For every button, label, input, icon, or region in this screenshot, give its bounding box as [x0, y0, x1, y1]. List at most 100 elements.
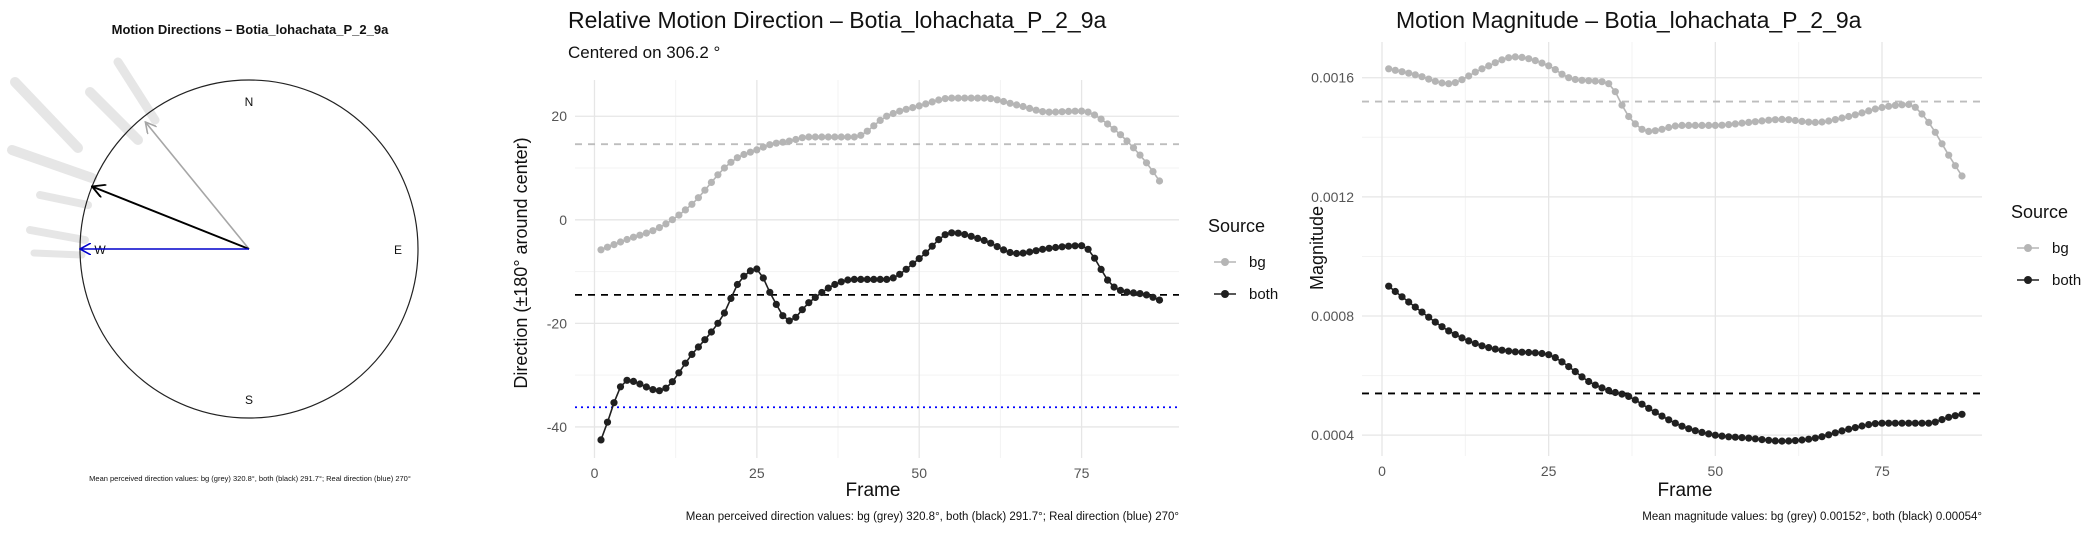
data-point-bg [1598, 78, 1606, 86]
direction-title: Relative Motion Direction – Botia_lohach… [568, 7, 1106, 33]
magnitude-y-label: Magnitude [1307, 206, 1327, 290]
data-point-both [694, 343, 703, 351]
data-point-bg [668, 216, 677, 224]
data-point-bg [1751, 118, 1759, 126]
data-point-both [1097, 265, 1105, 273]
y-tick-label: -40 [547, 419, 567, 435]
data-point-both [1136, 290, 1144, 298]
data-point-both [1918, 419, 1926, 427]
data-point-bg [792, 135, 800, 144]
data-point-both [655, 387, 664, 395]
data-point-bg [1698, 121, 1706, 129]
data-point-bg [818, 133, 826, 141]
data-point-bg [1658, 125, 1666, 133]
data-point-bg [1571, 75, 1579, 84]
data-point-both [603, 418, 612, 426]
data-point-both [1155, 296, 1164, 304]
data-point-bg [1765, 116, 1773, 124]
data-point-bg [1898, 101, 1906, 109]
data-point-both [1538, 349, 1546, 358]
data-point-both [1149, 293, 1157, 301]
data-point-bg [1149, 168, 1157, 176]
data-point-both [675, 369, 683, 377]
data-point-both [1738, 434, 1746, 442]
data-point-bg [649, 227, 657, 235]
data-point-bg [1411, 71, 1419, 79]
data-point-both [993, 243, 1001, 251]
data-point-bg [1638, 125, 1646, 133]
data-point-bg [837, 133, 845, 141]
data-point-bg [863, 127, 871, 135]
data-point-both [1931, 418, 1939, 426]
data-point-both [1485, 344, 1493, 352]
data-point-bg [1731, 120, 1739, 128]
data-point-both [1039, 245, 1047, 253]
data-point-bg [655, 224, 664, 232]
data-point-bg [766, 141, 774, 149]
data-point-bg [1398, 68, 1406, 76]
data-point-bg [1805, 118, 1813, 126]
motion-streak [113, 57, 160, 125]
data-point-bg [1431, 77, 1439, 85]
legend-key-point [1221, 290, 1229, 298]
compass-panel: Motion Directions – Botia_lohachata_P_2_… [7, 22, 419, 483]
data-point-both [1745, 434, 1753, 442]
legend-label-both: both [1249, 286, 1278, 303]
legend-label-bg: bg [1249, 254, 1266, 271]
data-point-bg [1691, 121, 1699, 129]
data-point-both [1811, 434, 1819, 442]
data-point-both [1431, 318, 1439, 326]
legend-label-both: both [2052, 272, 2081, 289]
data-point-both [766, 288, 774, 296]
data-point-bg [805, 133, 813, 141]
data-point-bg [1918, 110, 1926, 118]
data-point-bg [902, 105, 910, 113]
compass-arrows [80, 122, 250, 249]
data-point-bg [1129, 144, 1138, 152]
data-point-both [1791, 437, 1799, 445]
data-point-both [1625, 392, 1633, 400]
data-point-bg [1865, 107, 1873, 115]
data-point-bg [967, 94, 975, 102]
data-point-bg [681, 206, 690, 214]
data-point-both [837, 278, 845, 286]
data-point-bg [909, 104, 917, 112]
data-point-both [1142, 291, 1151, 299]
data-point-both [1418, 308, 1426, 316]
data-point-both [1565, 363, 1573, 371]
legend-key-point [2024, 276, 2032, 284]
data-point-both [1091, 254, 1099, 262]
data-point-both [1385, 282, 1393, 290]
data-point-both [922, 249, 930, 257]
data-point-bg [642, 229, 651, 237]
data-point-bg [1578, 76, 1586, 84]
data-point-both [1045, 244, 1053, 252]
data-point-bg [1471, 68, 1479, 76]
data-point-bg [850, 133, 858, 141]
data-point-both [629, 377, 638, 385]
data-point-both [636, 380, 644, 388]
data-point-both [1071, 242, 1079, 250]
data-point-bg [1485, 62, 1493, 70]
data-point-both [1718, 432, 1726, 440]
data-point-both [1498, 346, 1506, 354]
data-point-bg [1565, 74, 1573, 82]
data-point-both [1851, 424, 1859, 432]
data-point-bg [831, 133, 839, 141]
data-point-bg [1791, 116, 1799, 125]
data-point-both [1591, 381, 1599, 389]
data-point-both [1511, 348, 1519, 356]
data-point-bg [1711, 121, 1719, 129]
legend-label-bg: bg [2052, 240, 2069, 257]
data-point-both [1891, 419, 1899, 427]
y-tick-label: 0.0016 [1311, 70, 1354, 86]
data-point-bg [954, 94, 962, 102]
data-point-both [902, 265, 910, 273]
data-point-bg [1391, 66, 1399, 74]
legend-key-point [1221, 258, 1229, 266]
data-point-both [1458, 334, 1466, 342]
data-point-both [1465, 337, 1473, 345]
data-point-bg [1478, 65, 1486, 73]
data-point-both [1798, 436, 1806, 444]
